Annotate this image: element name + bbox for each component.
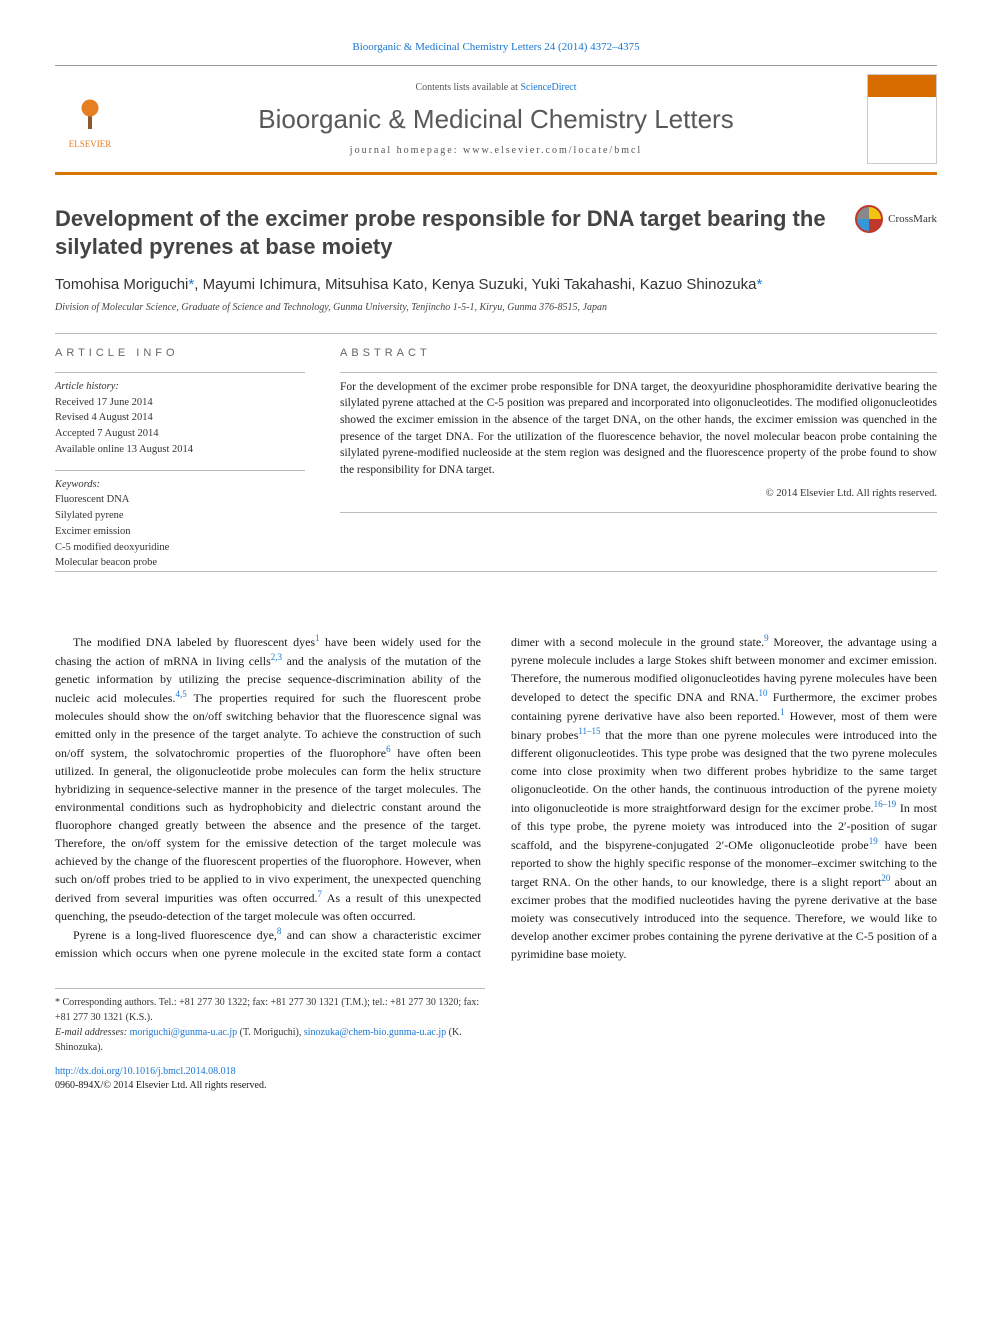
journal-name: Bioorganic & Medicinal Chemistry Letters: [140, 101, 852, 137]
abstract-text: For the development of the excimer probe…: [340, 379, 937, 479]
divider: [55, 333, 937, 334]
article-info-heading: ARTICLE INFO: [55, 346, 305, 361]
abstract-heading: ABSTRACT: [340, 346, 937, 361]
divider: [55, 372, 305, 373]
online-date: Available online 13 August 2014: [55, 442, 305, 458]
body-text-run: The modified DNA labeled by fluorescent …: [73, 635, 315, 649]
revised-date: Revised 4 August 2014: [55, 410, 305, 426]
journal-cover-thumbnail: [867, 74, 937, 164]
citation-ref[interactable]: 19: [869, 836, 878, 846]
elsevier-tree-icon: [65, 88, 115, 138]
body-text-run: have often been utilized. In general, th…: [55, 746, 481, 905]
keywords-block: Keywords: Fluorescent DNA Silylated pyre…: [55, 477, 305, 572]
author-email-link[interactable]: moriguchi@gunma-u.ac.jp: [130, 1027, 238, 1038]
journal-homepage: journal homepage: www.elsevier.com/locat…: [140, 144, 852, 158]
author-list: Tomohisa Moriguchi*, Mayumi Ichimura, Mi…: [55, 274, 937, 295]
keyword: Molecular beacon probe: [55, 555, 305, 571]
crossmark-icon: [855, 205, 883, 233]
citation-line: Bioorganic & Medicinal Chemistry Letters…: [55, 40, 937, 55]
article-history: Article history: Received 17 June 2014 R…: [55, 379, 305, 458]
author-email-link[interactable]: sinozuka@chem-bio.gunma-u.ac.jp: [304, 1027, 446, 1038]
homepage-prefix: journal homepage:: [350, 145, 463, 156]
body-text: The modified DNA labeled by fluorescent …: [55, 632, 937, 963]
accepted-date: Accepted 7 August 2014: [55, 426, 305, 442]
masthead: ELSEVIER Contents lists available at Sci…: [55, 65, 937, 175]
masthead-center: Contents lists available at ScienceDirec…: [140, 81, 852, 157]
contents-available: Contents lists available at ScienceDirec…: [140, 81, 852, 95]
citation-ref[interactable]: 11–15: [578, 726, 600, 736]
keyword: Excimer emission: [55, 524, 305, 540]
history-label: Article history:: [55, 379, 305, 395]
divider: [340, 372, 937, 373]
citation-ref[interactable]: 20: [881, 873, 890, 883]
citation-ref[interactable]: 2,3: [271, 652, 282, 662]
crossmark-label: CrossMark: [888, 212, 937, 227]
crossmark-badge[interactable]: CrossMark: [855, 205, 937, 233]
divider: [55, 571, 937, 572]
homepage-url[interactable]: www.elsevier.com/locate/bmcl: [463, 145, 642, 156]
keywords-label: Keywords:: [55, 477, 305, 493]
received-date: Received 17 June 2014: [55, 395, 305, 411]
email-label: E-mail addresses:: [55, 1027, 130, 1038]
email-line: E-mail addresses: moriguchi@gunma-u.ac.j…: [55, 1025, 485, 1055]
affiliation: Division of Molecular Science, Graduate …: [55, 301, 937, 315]
body-paragraph: The modified DNA labeled by fluorescent …: [55, 632, 481, 925]
doi-link[interactable]: http://dx.doi.org/10.1016/j.bmcl.2014.08…: [55, 1066, 236, 1077]
body-text-run: Pyrene is a long-lived fluorescence dye,: [73, 928, 277, 942]
publisher-name: ELSEVIER: [69, 138, 112, 151]
keyword: C-5 modified deoxyuridine: [55, 540, 305, 556]
article-title: Development of the excimer probe respons…: [55, 205, 855, 260]
divider: [55, 470, 305, 471]
contents-prefix: Contents lists available at: [415, 82, 520, 93]
elsevier-logo: ELSEVIER: [55, 79, 125, 159]
keyword: Silylated pyrene: [55, 508, 305, 524]
doi-block: http://dx.doi.org/10.1016/j.bmcl.2014.08…: [55, 1065, 485, 1093]
sciencedirect-link[interactable]: ScienceDirect: [520, 82, 576, 93]
abstract-copyright: © 2014 Elsevier Ltd. All rights reserved…: [340, 487, 937, 502]
issn-copyright: 0960-894X/© 2014 Elsevier Ltd. All right…: [55, 1080, 266, 1091]
email-owner: (T. Moriguchi),: [237, 1027, 304, 1038]
corresponding-author-footnote: * Corresponding authors. Tel.: +81 277 3…: [55, 988, 485, 1055]
citation-ref[interactable]: 4,5: [175, 689, 186, 699]
citation-ref[interactable]: 16–19: [874, 799, 897, 809]
divider: [340, 512, 937, 513]
corr-author-line: * Corresponding authors. Tel.: +81 277 3…: [55, 995, 485, 1025]
keyword: Fluorescent DNA: [55, 492, 305, 508]
